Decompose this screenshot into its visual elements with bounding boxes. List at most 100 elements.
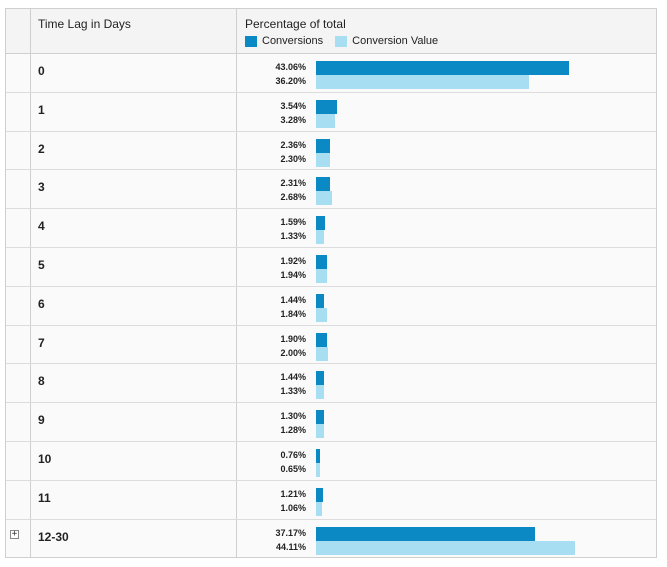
data-label-conversions: 1.92% — [280, 255, 306, 266]
data-label-conversions: 1.44% — [280, 372, 306, 383]
data-label-conversions: 1.90% — [280, 333, 306, 344]
data-label-conversion-value: 1.84% — [280, 308, 306, 319]
time-lag-table: Time Lag in Days Percentage of total Con… — [5, 8, 657, 559]
legend-swatch-conversion-value — [335, 35, 348, 47]
bar-conversions — [316, 526, 535, 541]
bar-conversions — [316, 177, 330, 192]
category-label: 0 — [38, 64, 45, 78]
data-label-conversion-value: 2.68% — [280, 192, 306, 203]
bar-conversions — [316, 61, 570, 75]
data-label-conversions: 43.06% — [275, 62, 306, 72]
chart-legend: Conversions Conversion Value — [245, 35, 450, 47]
column-header-percentage: Percentage of total — [245, 17, 346, 31]
bar-conversion-value — [316, 152, 330, 167]
table-row[interactable]: 0 43.06% 36.20% — [6, 54, 656, 93]
table-row[interactable]: 11 1.21% 1.06% — [6, 480, 656, 520]
category-label: 7 — [38, 335, 45, 350]
data-label-conversions: 37.17% — [275, 527, 306, 538]
table-row[interactable]: 2 2.36% 2.30% — [6, 131, 656, 171]
bar-conversions — [316, 410, 324, 425]
row-expand-cell — [6, 131, 31, 170]
bar-conversions — [316, 448, 321, 463]
legend-item-conversion-value[interactable]: Conversion Value — [335, 35, 438, 47]
bar-conversion-value — [316, 191, 332, 206]
bar-conversions — [316, 293, 325, 308]
bar-conversion-value — [316, 501, 323, 516]
table-row[interactable]: 10 0.76% 0.65% — [6, 441, 656, 481]
bar-conversion-value — [316, 307, 327, 322]
table-row[interactable]: +12-30 37.17% 44.11% — [6, 519, 656, 558]
data-label-conversion-value: 1.06% — [280, 502, 306, 513]
row-label-cell: 3 — [31, 170, 237, 209]
legend-swatch-conversions — [245, 35, 257, 47]
row-expand-cell: + — [6, 519, 31, 558]
category-label: 9 — [38, 413, 45, 428]
table-row[interactable]: 5 1.92% 1.94% — [6, 247, 656, 287]
data-label-conversion-value: 2.30% — [280, 153, 306, 164]
category-label: 3 — [38, 180, 45, 195]
bar-conversion-value — [316, 385, 324, 400]
row-expand-cell — [6, 54, 31, 92]
row-expand-cell — [6, 364, 31, 403]
data-label-conversions: 1.44% — [280, 294, 306, 305]
table-row[interactable]: 3 2.31% 2.68% — [6, 170, 656, 210]
table-row[interactable]: 7 1.90% 2.00% — [6, 325, 656, 365]
table-body: 0 43.06% 36.20% 1 3.54% 3.28% 2 2.36% 2.30% 3 2.31… — [6, 54, 656, 558]
bar-conversion-value — [316, 346, 328, 361]
data-label-conversions: 2.31% — [280, 178, 306, 189]
table-row[interactable]: 1 3.54% 3.28% — [6, 92, 656, 132]
bar-conversions — [316, 138, 330, 153]
table-row[interactable]: 6 1.44% 1.84% — [6, 286, 656, 326]
bar-conversions — [316, 332, 328, 347]
bar-conversions — [316, 216, 326, 231]
bar-conversions — [316, 99, 337, 114]
category-label: 11 — [38, 490, 51, 505]
category-label: 6 — [38, 296, 45, 311]
category-label: 12-30 — [38, 529, 69, 544]
row-expand-cell — [6, 92, 31, 131]
data-label-conversions: 3.54% — [280, 100, 306, 111]
legend-label-conversion-value: Conversion Value — [352, 35, 439, 47]
bar-conversion-value — [316, 540, 576, 555]
category-label: 10 — [38, 451, 52, 466]
bar-conversion-value — [316, 230, 324, 245]
bar-conversion-value — [316, 75, 529, 89]
row-expand-cell — [6, 441, 31, 480]
bar-conversion-value — [316, 424, 324, 439]
data-label-conversion-value: 3.28% — [280, 114, 306, 125]
category-label: 4 — [38, 219, 45, 234]
legend-item-conversions[interactable]: Conversions — [245, 35, 323, 47]
expand-row-icon[interactable]: + — [10, 528, 19, 539]
row-expand-cell — [6, 480, 31, 519]
row-label-cell: 2 — [31, 131, 237, 170]
table-row[interactable]: 8 1.44% 1.33% — [6, 364, 656, 404]
category-label: 2 — [38, 141, 45, 156]
data-label-conversion-value: 2.00% — [280, 347, 306, 358]
data-label-conversion-value: 1.33% — [280, 231, 306, 242]
row-label-cell: 12-30 — [31, 519, 237, 558]
bar-conversions — [316, 371, 325, 386]
table-row[interactable]: 9 1.30% 1.28% — [6, 403, 656, 442]
row-label-cell: 6 — [31, 286, 237, 325]
row-label-cell: 5 — [31, 247, 237, 286]
bar-conversions — [316, 254, 328, 269]
bar-conversion-value — [316, 462, 320, 477]
table-row[interactable]: 4 1.59% 1.33% — [6, 209, 656, 248]
row-expand-cell — [6, 325, 31, 364]
category-label: 8 — [38, 374, 45, 389]
data-label-conversions: 1.30% — [280, 411, 306, 422]
data-label-conversion-value: 0.65% — [280, 463, 306, 474]
column-header-time-lag[interactable]: Time Lag in Days — [38, 17, 131, 31]
header-spacer-cell — [6, 9, 31, 53]
header-label-cell: Time Lag in Days — [31, 9, 237, 53]
row-expand-cell — [6, 286, 31, 325]
row-label-cell: 7 — [31, 325, 237, 364]
row-expand-cell — [6, 403, 31, 441]
data-label-conversion-value: 36.20% — [275, 76, 306, 86]
row-label-cell: 11 — [31, 480, 237, 519]
legend-label-conversions: Conversions — [262, 35, 324, 47]
row-label-cell: 4 — [31, 209, 237, 247]
bar-conversion-value — [316, 268, 328, 283]
bar-conversion-value — [316, 113, 336, 128]
data-label-conversions: 1.21% — [280, 488, 306, 499]
